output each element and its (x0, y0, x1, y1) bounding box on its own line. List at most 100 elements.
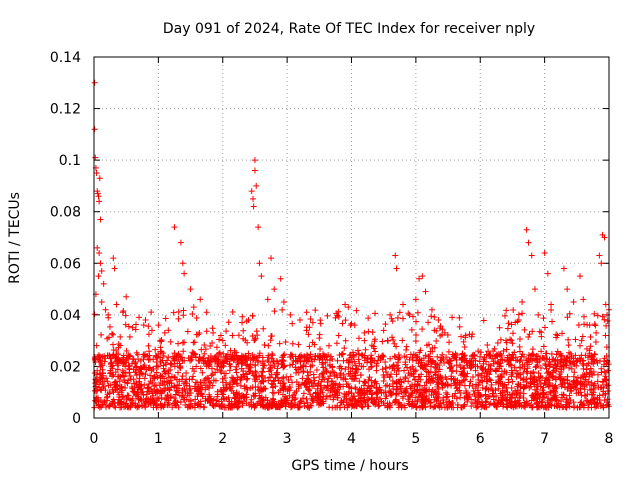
data-point (245, 365, 252, 372)
data-point (478, 393, 485, 400)
data-point (319, 396, 326, 403)
data-point (251, 393, 258, 400)
data-point (562, 358, 569, 365)
data-point (334, 402, 341, 409)
data-point (470, 387, 477, 394)
data-point (142, 371, 149, 378)
data-point (334, 357, 341, 364)
data-point (554, 403, 561, 410)
data-point (116, 378, 123, 385)
data-point (164, 379, 171, 386)
data-point (593, 329, 600, 336)
data-point (126, 404, 133, 411)
data-point (578, 337, 585, 344)
data-point (453, 385, 460, 392)
data-point (571, 383, 578, 390)
data-point (146, 348, 153, 355)
data-point (577, 385, 584, 392)
data-point (384, 372, 391, 379)
data-point (393, 390, 400, 397)
data-point (584, 391, 591, 398)
data-point (110, 255, 117, 262)
data-point (192, 379, 199, 386)
data-point (201, 403, 208, 410)
data-point (469, 374, 476, 381)
data-point (93, 398, 100, 405)
data-point (365, 376, 372, 383)
data-point (254, 376, 261, 383)
data-point (216, 336, 223, 343)
data-point (151, 373, 158, 380)
data-point (540, 315, 547, 322)
data-point (508, 367, 515, 374)
data-point (148, 309, 155, 316)
data-point (535, 382, 542, 389)
data-point (433, 327, 440, 334)
data-point (538, 398, 545, 405)
data-point (312, 307, 319, 314)
data-point (425, 319, 432, 326)
data-point (472, 367, 479, 374)
data-point (142, 317, 149, 324)
data-point (305, 372, 312, 379)
data-point (272, 374, 279, 381)
data-point (376, 384, 383, 391)
data-point (475, 371, 482, 378)
data-point (537, 365, 544, 372)
data-point (516, 358, 523, 365)
data-point (523, 368, 530, 375)
data-point (456, 314, 463, 321)
data-point (184, 328, 191, 335)
data-point (256, 350, 263, 357)
data-point (557, 398, 564, 405)
data-point (222, 386, 229, 393)
data-point (414, 382, 421, 389)
data-point (293, 358, 300, 365)
data-point (437, 372, 444, 379)
data-point (307, 351, 314, 358)
data-point (256, 373, 263, 380)
data-point (396, 309, 403, 316)
data-point (515, 400, 522, 407)
data-point (187, 397, 194, 404)
data-point (153, 358, 160, 365)
data-point (269, 351, 276, 358)
data-point (256, 260, 263, 267)
data-point (300, 368, 307, 375)
data-point (500, 348, 507, 355)
data-point (423, 394, 430, 401)
data-point (331, 372, 338, 379)
data-point (91, 126, 98, 133)
data-point (539, 399, 546, 406)
data-point (268, 403, 275, 410)
data-point (309, 339, 316, 346)
data-point (532, 364, 539, 371)
data-point (458, 368, 465, 375)
data-point (590, 360, 597, 367)
data-point (358, 403, 365, 410)
data-point (310, 380, 317, 387)
data-point (262, 375, 269, 382)
data-point (164, 392, 171, 399)
data-point (529, 403, 536, 410)
data-point (203, 328, 210, 335)
data-point (485, 348, 492, 355)
data-point (550, 373, 557, 380)
data-point (342, 391, 349, 398)
data-point (480, 317, 487, 324)
data-point (466, 358, 473, 365)
data-point (303, 358, 310, 365)
data-point (578, 399, 585, 406)
data-point (544, 399, 551, 406)
data-point (445, 398, 452, 405)
data-point (243, 362, 250, 369)
data-point (565, 342, 572, 349)
data-point (407, 365, 414, 372)
data-point (269, 389, 276, 396)
x-axis-label: GPS time / hours (291, 458, 408, 474)
data-point (417, 347, 424, 354)
data-point (599, 379, 606, 386)
data-point (364, 403, 371, 410)
data-point (154, 363, 161, 370)
data-point (306, 383, 313, 390)
